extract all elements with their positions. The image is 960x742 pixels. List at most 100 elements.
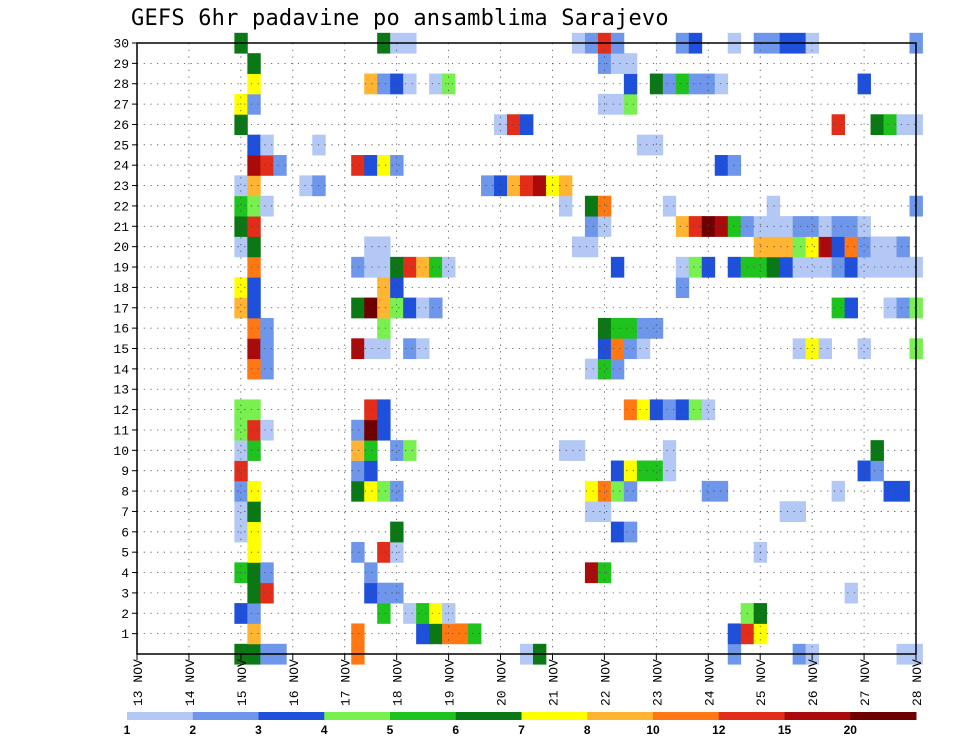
precip-cell: [377, 297, 391, 319]
precip-cell: [390, 256, 404, 278]
precip-cell: [351, 623, 365, 645]
precip-cell: [299, 175, 313, 197]
precip-cell: [558, 440, 573, 461]
precip-cell: [610, 460, 625, 482]
precip-cell: [390, 521, 404, 543]
precip-cell: [234, 195, 248, 217]
precip-cell: [364, 236, 378, 258]
precip-cell: [234, 399, 248, 421]
precip-cell: [429, 603, 443, 624]
precip-cell: [792, 236, 807, 258]
x-tick-label: 22 NOV: [598, 659, 613, 706]
legend-swatch: [258, 712, 325, 720]
precip-cell: [247, 317, 261, 339]
precip-cell: [364, 399, 378, 421]
y-tick-label: 25: [113, 138, 129, 153]
precip-cell: [792, 216, 807, 237]
y-tick-label: 18: [113, 281, 129, 296]
precip-cell: [247, 440, 261, 461]
precip-cell: [766, 256, 781, 278]
precip-cell: [870, 114, 884, 136]
precip-cell: [455, 623, 469, 645]
precip-cell: [234, 175, 248, 197]
precip-cell: [247, 134, 261, 156]
x-tick-label: 18 NOV: [391, 659, 406, 706]
precip-cell: [792, 338, 807, 360]
precip-cell: [468, 623, 482, 645]
precip-cell: [247, 93, 261, 115]
precip-cell: [857, 338, 871, 360]
precip-cell: [364, 256, 378, 278]
precip-cell: [416, 256, 430, 278]
precip-cell: [351, 460, 365, 482]
y-tick-label: 14: [113, 362, 129, 377]
x-tick-label: 28 NOV: [910, 659, 925, 706]
precip-cell: [390, 480, 404, 502]
precip-cell: [364, 297, 378, 319]
precip-cell: [377, 603, 391, 624]
precip-cell: [247, 73, 261, 95]
y-tick-label: 20: [113, 240, 129, 255]
precip-cell: [507, 175, 521, 197]
precip-cell: [416, 603, 430, 624]
precip-cell: [623, 73, 638, 95]
precip-cell: [701, 256, 716, 278]
precip-cell: [429, 256, 443, 278]
precip-cell: [883, 256, 897, 278]
precip-cell: [351, 541, 365, 563]
precip-cell: [364, 338, 378, 360]
precip-cell: [351, 480, 365, 502]
precip-cell: [805, 216, 820, 237]
y-tick-label: 8: [121, 485, 129, 500]
precip-cell: [870, 440, 884, 461]
precip-cell: [766, 236, 781, 258]
x-axis: 13 NOV 14 NOV 15 NOV 16 NOV 17 NOV 18 NOV 19 N…: [131, 654, 925, 706]
precip-cell: [844, 297, 858, 319]
precip-cell: [584, 195, 599, 217]
precip-cell: [403, 440, 417, 461]
precip-cell: [234, 460, 248, 482]
precip-cell: [831, 480, 845, 502]
precip-cell: [701, 216, 716, 237]
precip-cell: [597, 216, 612, 237]
precip-cell: [818, 256, 833, 278]
precip-cell: [260, 134, 274, 156]
precip-cell: [688, 399, 703, 421]
precip-cell: [896, 114, 910, 136]
precip-cell: [247, 175, 261, 197]
legend-swatch: [784, 712, 851, 720]
precip-cell: [247, 53, 261, 74]
precip-cell: [714, 216, 729, 237]
precip-cell: [636, 460, 651, 482]
precip-cell: [883, 114, 897, 136]
precip-cell: [416, 338, 430, 360]
precip-cell: [584, 562, 599, 584]
precip-cell: [247, 297, 261, 319]
precip-cell: [403, 73, 417, 95]
precip-cell: [429, 623, 443, 645]
precip-cell: [610, 256, 625, 278]
precip-cell: [896, 256, 910, 278]
legend-swatch: [521, 712, 588, 720]
precip-cell: [688, 73, 703, 95]
precip-cell: [623, 399, 638, 421]
precip-cell: [662, 195, 677, 217]
x-tick-label: 19 NOV: [443, 659, 458, 706]
precip-cell: [688, 216, 703, 237]
precip-cell: [390, 277, 404, 298]
precip-cell: [844, 582, 858, 604]
y-tick-label: 10: [113, 444, 129, 459]
legend-label: 4: [321, 723, 328, 737]
precip-cell: [442, 623, 456, 645]
x-tick-label: 20 NOV: [495, 659, 510, 706]
precip-cell: [403, 297, 417, 319]
precip-cell: [870, 460, 884, 482]
precip-cell: [714, 480, 729, 502]
precip-cell: [623, 521, 638, 543]
precip-cell: [662, 73, 677, 95]
precip-cell: [494, 175, 508, 197]
precip-cell: [857, 236, 871, 258]
precip-cell: [844, 236, 858, 258]
precip-cell: [584, 216, 599, 237]
